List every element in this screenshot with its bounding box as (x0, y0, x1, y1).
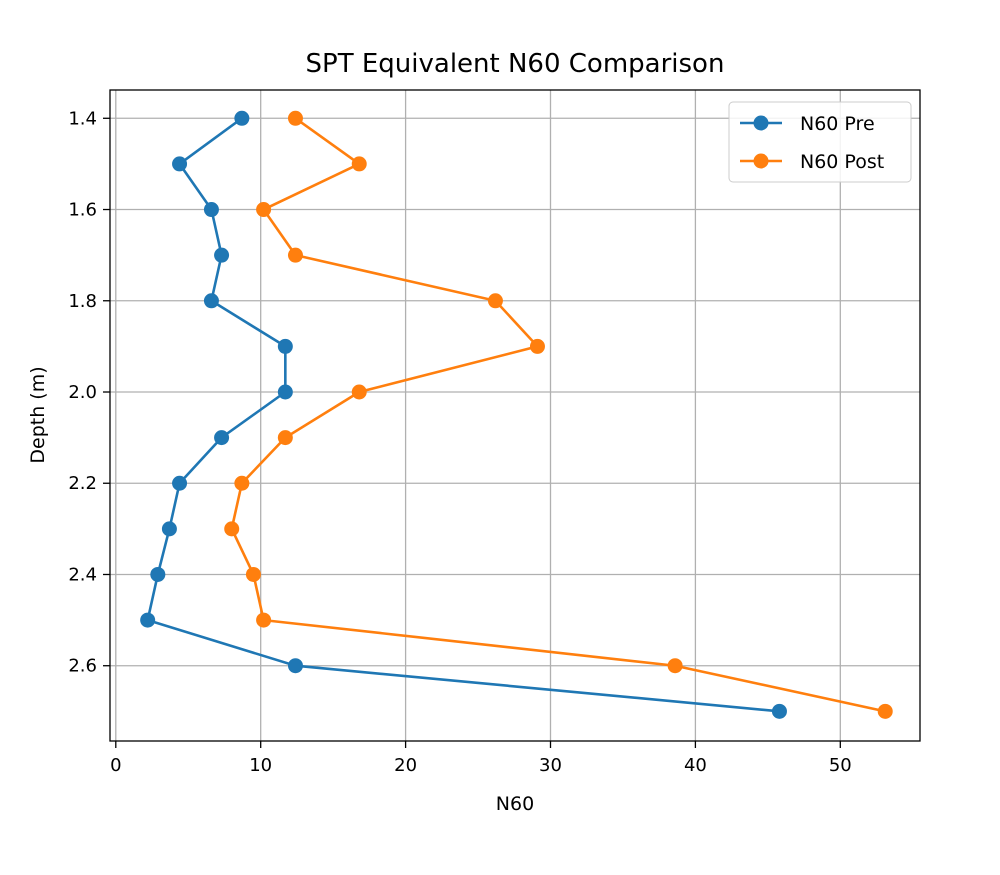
data-point (172, 475, 188, 491)
legend-marker (753, 153, 769, 169)
data-point (203, 293, 219, 309)
data-point (234, 110, 250, 126)
y-axis-label: Depth (m) (27, 366, 49, 463)
series-line (230, 117, 886, 713)
series-n60-pre (140, 110, 787, 719)
data-point (277, 384, 293, 400)
x-axis-label: N60 (496, 793, 534, 815)
data-point (287, 110, 303, 126)
data-point (487, 293, 503, 309)
y-tick-label: 2.6 (68, 656, 97, 677)
ticks: 0 10 20 30 40 50 1.4 1.6 1.8 2.0 2.2 2.4 2.6 (68, 108, 851, 776)
grid (110, 90, 920, 741)
data-point (351, 384, 367, 400)
data-point (277, 430, 293, 446)
data-point (234, 475, 250, 491)
legend-marker (753, 115, 769, 131)
data-point (287, 247, 303, 263)
legend-label: N60 Post (800, 151, 884, 173)
data-point (140, 612, 156, 628)
data-point (256, 612, 272, 628)
data-point (150, 566, 166, 582)
data-point (245, 566, 261, 582)
series-n60-post (224, 110, 893, 719)
legend: N60 Pre N60 Post (728, 101, 912, 183)
data-point (214, 247, 230, 263)
data-point (877, 703, 893, 719)
data-point (287, 658, 303, 674)
data-point (256, 202, 272, 218)
data-point (351, 156, 367, 172)
data-point (172, 156, 188, 172)
data-point (667, 658, 683, 674)
data-point (161, 521, 177, 537)
x-tick-label: 10 (249, 755, 272, 776)
y-tick-label: 2.2 (68, 473, 97, 494)
x-tick-label: 0 (110, 755, 121, 776)
chart-title: SPT Equivalent N60 Comparison (306, 49, 725, 79)
y-tick-label: 1.6 (68, 200, 97, 221)
data-point (224, 521, 240, 537)
data-point (771, 703, 787, 719)
data-point (203, 202, 219, 218)
y-tick-label: 1.8 (68, 291, 97, 312)
data-point (529, 338, 545, 354)
data-point (277, 338, 293, 354)
x-tick-label: 20 (394, 755, 417, 776)
series-layer (140, 110, 893, 719)
y-tick-label: 2.4 (68, 564, 97, 585)
y-tick-label: 1.4 (68, 108, 97, 129)
plot-frame (109, 89, 921, 742)
x-tick-label: 40 (684, 755, 707, 776)
legend-label: N60 Pre (800, 113, 875, 135)
x-tick-label: 50 (829, 755, 852, 776)
x-tick-label: 30 (539, 755, 562, 776)
y-tick-label: 2.0 (68, 382, 97, 403)
series-line (146, 117, 780, 713)
data-point (214, 430, 230, 446)
